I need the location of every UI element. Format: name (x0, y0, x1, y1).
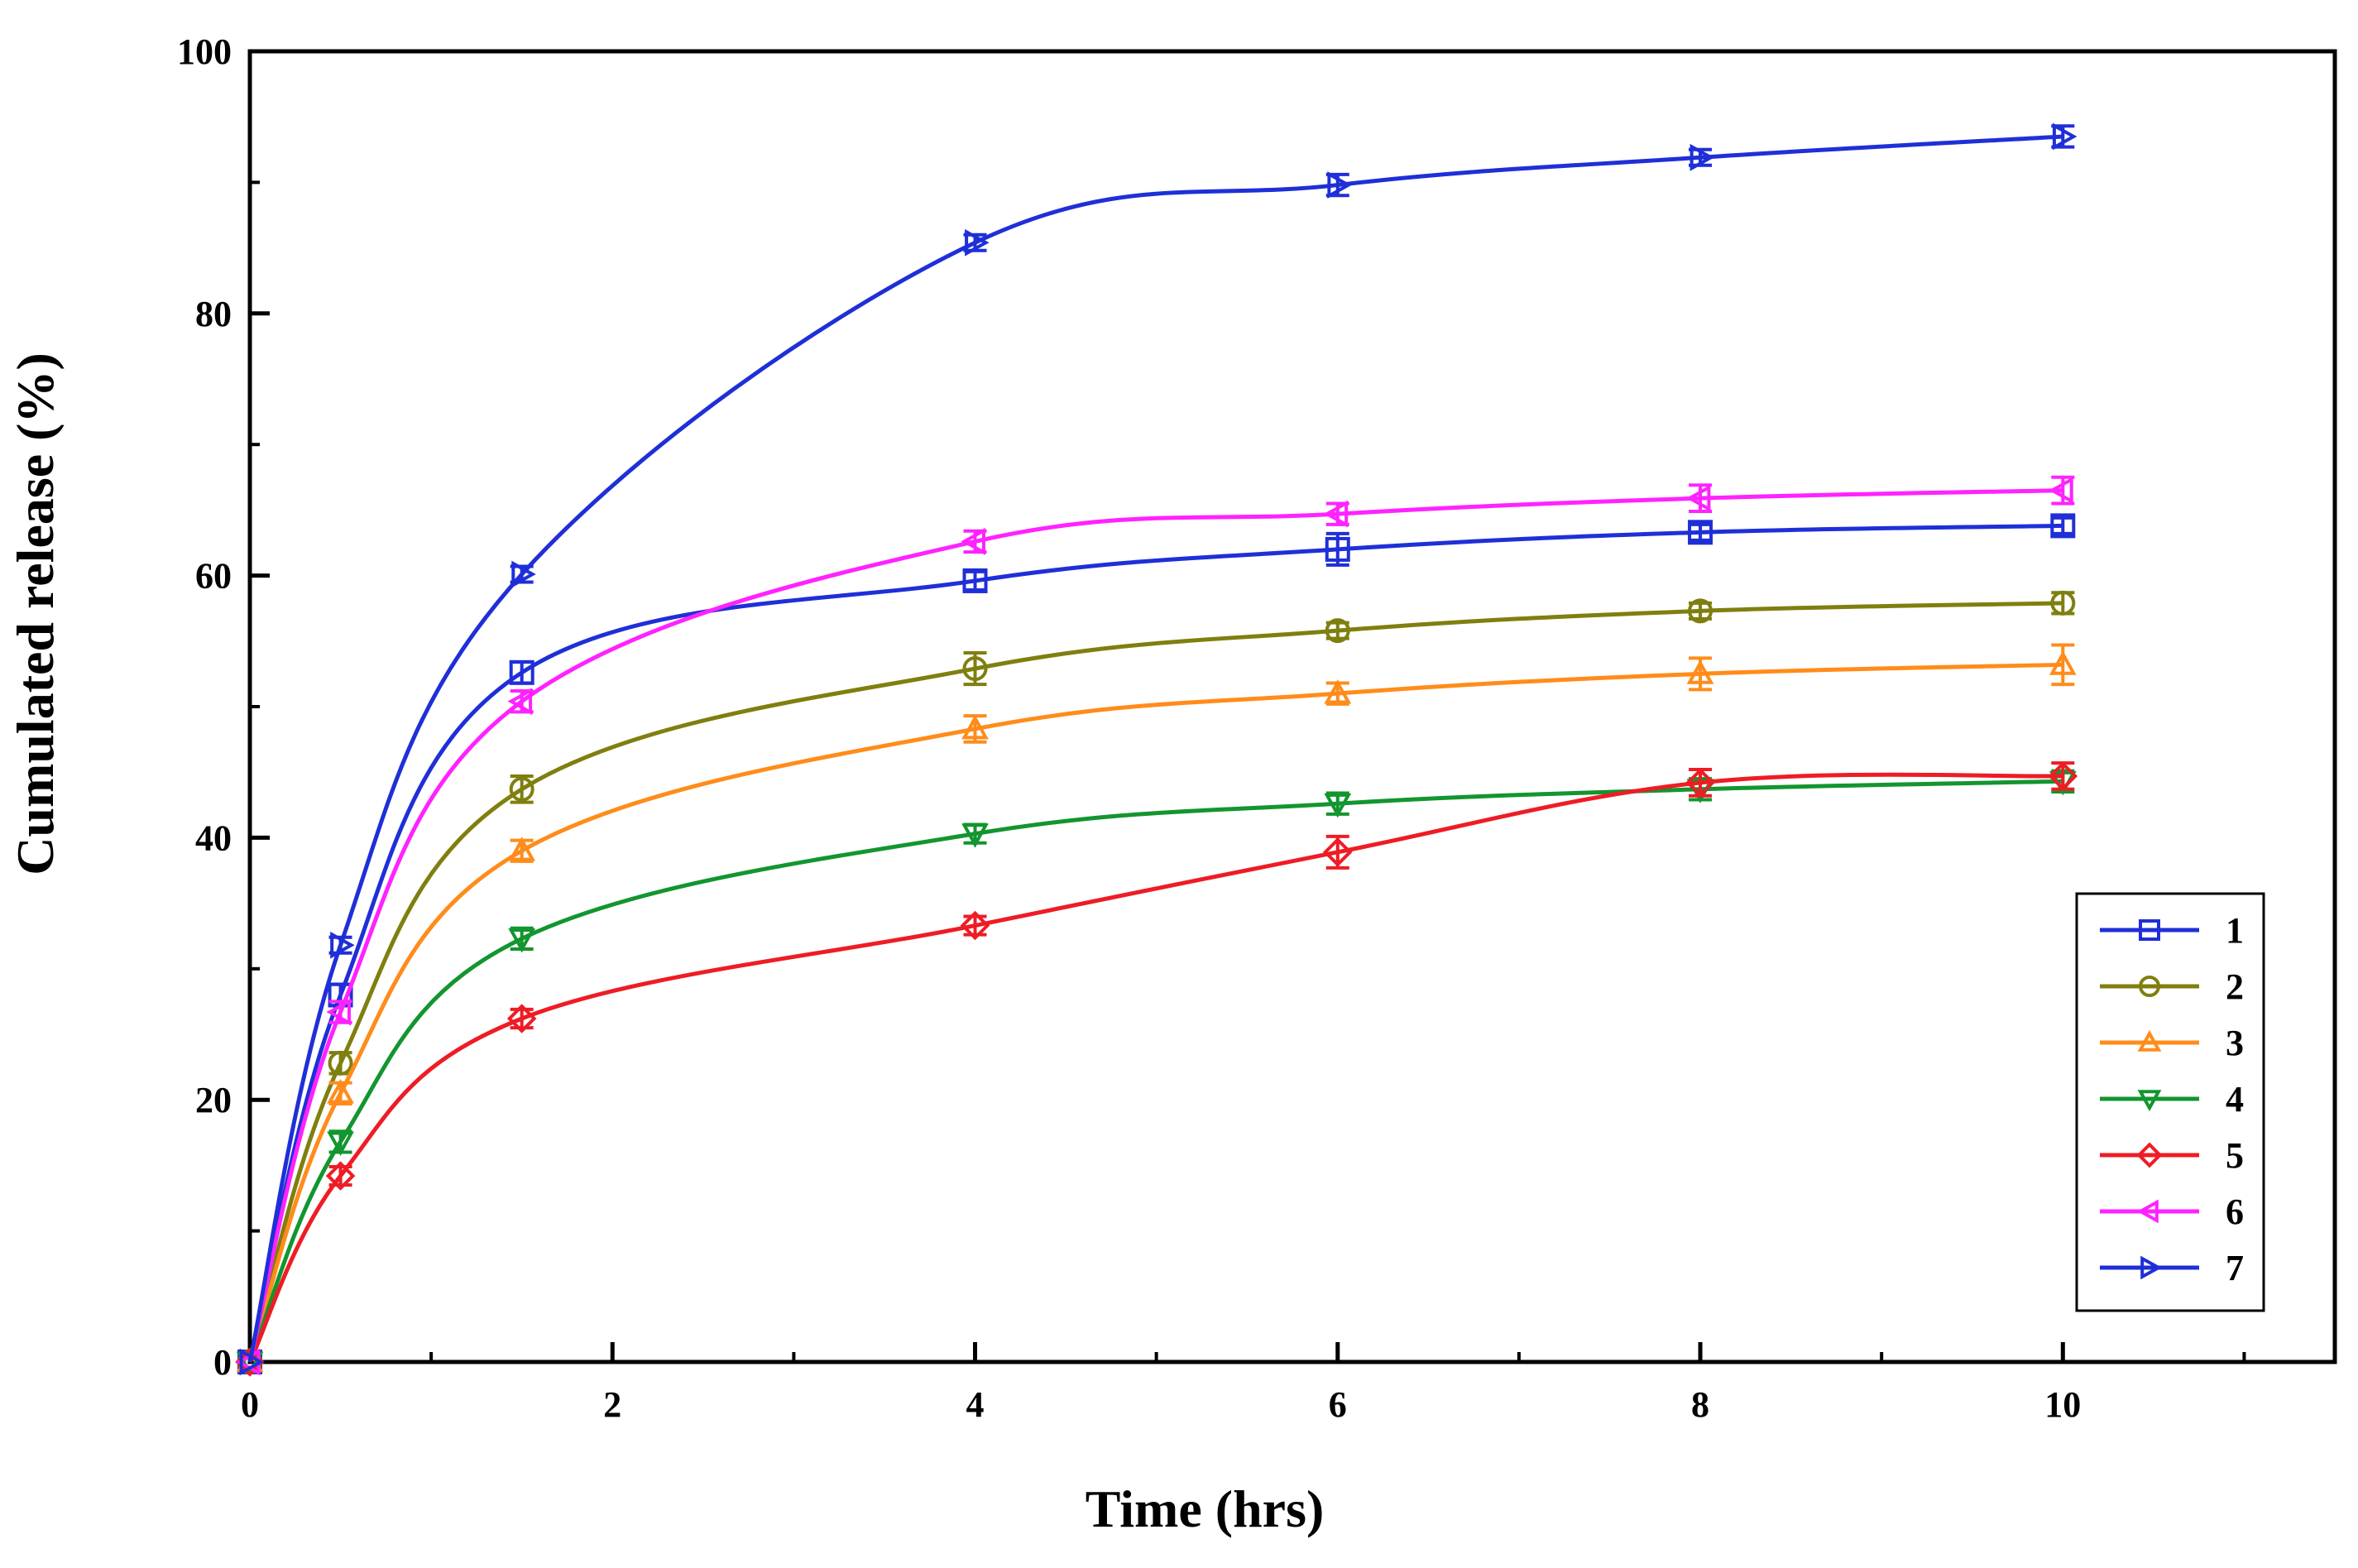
series-1-point-2 (509, 659, 534, 685)
series-3-point-3 (961, 714, 989, 740)
series-5-point-4 (1323, 837, 1353, 867)
series-3-point-5 (1686, 659, 1714, 684)
series-3-point-6 (2049, 650, 2077, 675)
series-1-point-6 (2050, 513, 2076, 539)
series-1-point-4 (1325, 536, 1350, 562)
series-7-point-4 (1327, 171, 1352, 199)
plot-frame (247, 49, 2337, 1364)
series-7-point-6 (2052, 122, 2078, 151)
series-3-point-2 (508, 837, 536, 861)
legend-marker-2 (2139, 976, 2160, 997)
series-2-point-3 (962, 656, 988, 682)
series-2-point-4 (1325, 618, 1350, 644)
legend-marker-7 (2140, 1255, 2163, 1280)
legend-label-6: 6 (2226, 1192, 2244, 1232)
legend-marker-5 (2136, 1142, 2163, 1168)
x-tick-label-6: 6 (1329, 1384, 1347, 1425)
series-7-point-1 (330, 931, 355, 959)
series-5-point-2 (506, 1004, 537, 1033)
legend-box (2075, 892, 2265, 1312)
series-1-point-3 (962, 568, 988, 593)
x-tick-label-4: 4 (966, 1384, 985, 1425)
series-2-point-2 (509, 776, 534, 802)
series-7-point-0 (239, 1348, 265, 1376)
series-6-point-3 (961, 528, 985, 555)
series-6-point-4 (1323, 500, 1349, 528)
y-tick-label-100: 100 (177, 31, 232, 72)
x-tick-label-0: 0 (241, 1384, 259, 1425)
series-6-point-2 (507, 688, 533, 716)
series-6-point-5 (1685, 484, 1711, 512)
series-4-point-2 (508, 928, 536, 953)
series-3-point-1 (327, 1079, 354, 1104)
legend-label-5: 5 (2226, 1135, 2244, 1176)
legend-label-4: 4 (2226, 1079, 2244, 1120)
series-5-point-6 (2048, 761, 2078, 791)
series-4-point-4 (1324, 793, 1352, 818)
legend-marker-1 (2139, 919, 2160, 941)
series-5-point-3 (960, 910, 990, 941)
legend-marker-6 (2136, 1199, 2159, 1224)
series-7-line (247, 134, 2063, 1363)
y-tick-label-20: 20 (195, 1080, 232, 1120)
y-tick-label-60: 60 (195, 556, 232, 597)
series-7-point-5 (1689, 143, 1715, 171)
series-2-point-1 (328, 1050, 353, 1076)
series-6-point-1 (326, 998, 351, 1026)
series-2-point-5 (1688, 598, 1713, 624)
series-4-line (247, 779, 2063, 1363)
series-4-point-1 (327, 1131, 354, 1157)
series-1-point-5 (1688, 520, 1713, 545)
series-4-point-3 (961, 823, 989, 848)
series-7-point-2 (511, 560, 536, 588)
series-5-point-5 (1685, 768, 1715, 798)
series-3-point-4 (1324, 679, 1352, 704)
legend-label-1: 1 (2226, 910, 2244, 951)
y-tick-label-80: 80 (195, 294, 232, 334)
y-tick-label-40: 40 (195, 818, 232, 858)
x-tick-label-8: 8 (1691, 1384, 1709, 1425)
series-6-point-6 (2049, 477, 2073, 505)
y-axis-title: Cumulated release (%) (6, 352, 65, 875)
series-2-point-6 (2050, 590, 2076, 616)
series-5-point-1 (325, 1161, 356, 1191)
x-tick-label-10: 10 (2044, 1384, 2081, 1425)
legend-label-3: 3 (2226, 1023, 2244, 1063)
legend-marker-4 (2137, 1090, 2162, 1112)
x-axis-title: Time (hrs) (1086, 1479, 1325, 1538)
legend-label-7: 7 (2226, 1248, 2244, 1288)
series-2-line (247, 601, 2063, 1363)
legend-marker-3 (2137, 1029, 2162, 1052)
series-7-point-3 (965, 228, 990, 257)
x-tick-label-2: 2 (603, 1384, 621, 1425)
y-tick-label-0: 0 (213, 1342, 232, 1383)
legend-label-2: 2 (2226, 966, 2244, 1007)
series-6-line (247, 488, 2063, 1363)
